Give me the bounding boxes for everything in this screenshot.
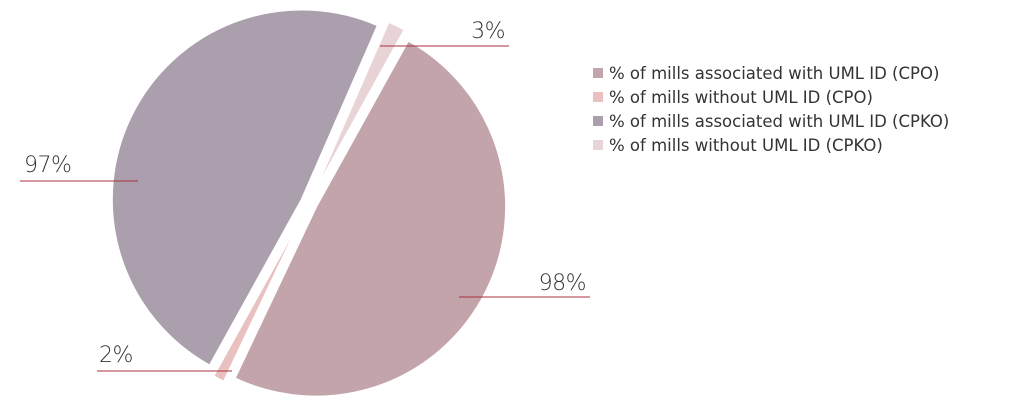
legend-swatch-uml-cpo [593,68,603,78]
leader-lines [20,45,590,372]
pie-slice-no-uml-cpo [211,209,307,384]
pie-slices [110,8,508,396]
legend-swatch-uml-cpko [593,116,603,126]
legend-label-no-uml-cpko: % of mills without UML ID (CPKO) [609,135,883,155]
legend-swatch-no-uml-cpo [593,92,603,102]
pie-slice-uml-cpo [233,39,508,396]
data-label-3: 3% [471,19,505,44]
legend-label-uml-cpko: % of mills associated with UML ID (CPKO) [609,111,950,131]
data-label-97: 97% [24,153,71,178]
legend-item-no-uml-cpo: % of mills without UML ID (CPO) [593,85,949,109]
data-label-98: 98% [539,271,586,296]
legend-item-no-uml-cpko: % of mills without UML ID (CPKO) [593,133,949,157]
pie-slice-no-uml-cpko [311,20,407,197]
legend-label-no-uml-cpo: % of mills without UML ID (CPO) [609,87,873,107]
legend-item-uml-cpko: % of mills associated with UML ID (CPKO) [593,109,949,133]
data-labels: 98% 2% 97% 3% [24,19,587,368]
data-label-2: 2% [99,343,133,368]
pie-slice-uml-cpko [110,8,380,367]
legend-label-uml-cpo: % of mills associated with UML ID (CPO) [609,63,940,83]
legend-item-uml-cpo: % of mills associated with UML ID (CPO) [593,61,949,85]
legend-swatch-no-uml-cpko [593,140,603,150]
chart-legend: % of mills associated with UML ID (CPO) … [593,61,949,157]
